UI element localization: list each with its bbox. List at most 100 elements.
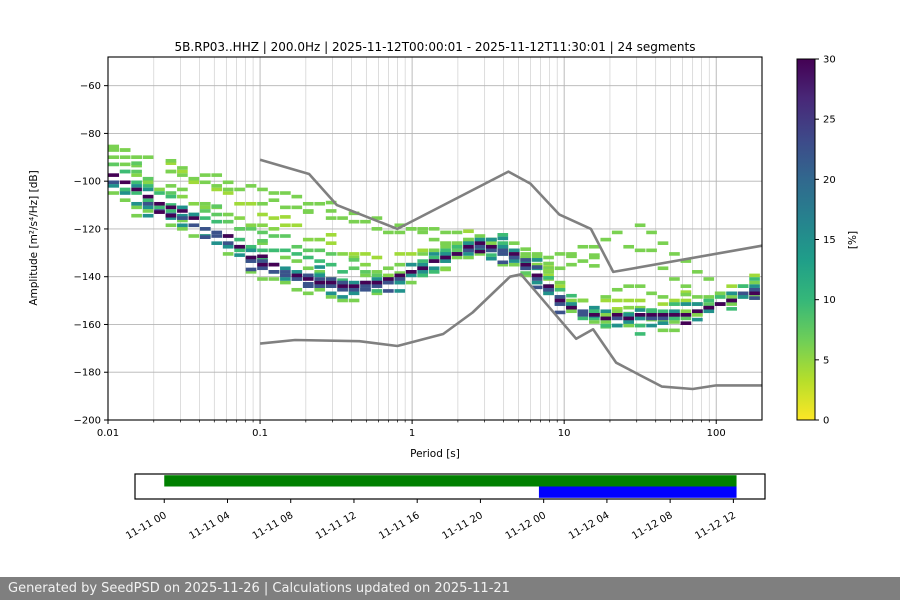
y-tick-label: −60 — [80, 81, 101, 92]
psd-bin-segment — [291, 277, 303, 281]
psd-bin-segment — [749, 284, 760, 288]
psd-bin-segment — [371, 216, 383, 220]
psd-bin-segment — [623, 320, 634, 324]
psd-bin-segment — [257, 241, 268, 245]
psd-bin-segment — [108, 173, 120, 177]
psd-bin-segment — [302, 255, 314, 260]
psd-bin-segment — [600, 313, 612, 317]
psd-bin-segment — [749, 273, 760, 278]
psd-bin-segment — [623, 244, 634, 249]
psd-bin-segment — [177, 209, 188, 213]
psd-bin-segment — [360, 262, 371, 267]
psd-bin-segment — [566, 262, 577, 267]
psd-bin-segment — [119, 155, 131, 160]
psd-bin-segment — [394, 262, 406, 267]
psd-bin-segment — [520, 247, 532, 251]
y-tick-label: −160 — [74, 320, 101, 331]
psd-bin-segment — [131, 205, 142, 210]
psd-bin-segment — [234, 201, 245, 206]
psd-bin-segment — [657, 302, 669, 306]
colorbar-tick-label: 10 — [823, 295, 836, 306]
psd-bin-segment — [291, 223, 303, 228]
psd-bin-segment — [108, 147, 120, 151]
psd-bin-segment — [474, 237, 486, 242]
psd-bin-segment — [440, 244, 451, 249]
psd-bin-segment — [337, 280, 348, 285]
psd-bin-segment — [257, 266, 268, 271]
plot-frame — [107, 56, 763, 421]
psd-bin-segment — [154, 205, 165, 210]
psd-bin-segment — [371, 291, 383, 296]
psd-bin-segment — [611, 230, 623, 235]
psd-bin-segment — [749, 296, 760, 300]
psd-bin-segment — [554, 302, 566, 306]
psd-bin-segment — [280, 234, 291, 238]
psd-bin-segment — [623, 316, 634, 321]
psd-bin-segment — [177, 216, 188, 220]
psd-bin-segment — [623, 323, 634, 328]
psd-bin-segment — [245, 227, 257, 231]
psd-bin-segment — [142, 184, 154, 188]
psd-bin-segment — [245, 223, 257, 228]
psd-bin-segment — [589, 320, 600, 324]
psd-bin-segment — [680, 292, 692, 297]
colorbar-tick-label: 20 — [823, 175, 836, 186]
psd-bin-segment — [348, 298, 360, 303]
psd-bin-segment — [108, 191, 120, 195]
psd-bin-segment — [199, 201, 211, 206]
psd-bin-segment — [566, 252, 577, 256]
psd-bin-segment — [371, 273, 383, 278]
psd-bin-segment — [199, 216, 211, 220]
psd-bin-segment — [154, 201, 165, 206]
psd-bin-segment — [531, 254, 543, 259]
psd-bin-segment — [222, 244, 234, 249]
psd-bin-segment — [131, 191, 142, 195]
psd-bin-segment — [428, 255, 440, 260]
psd-bin-segment — [611, 307, 623, 311]
psd-bin-segment — [245, 201, 257, 206]
psd-bin-segment — [383, 280, 394, 285]
colorbar-tick-label: 5 — [823, 355, 829, 366]
psd-bin-segment — [257, 238, 268, 243]
psd-bin-segment — [360, 252, 371, 256]
psd-bin-segment — [234, 227, 245, 231]
psd-bin-segment — [692, 313, 703, 317]
psd-bin-segment — [325, 284, 337, 288]
psd-bin-segment — [268, 198, 280, 202]
timeline-tick-label: 11-12 04 — [567, 510, 611, 542]
psd-bin-segment — [497, 241, 509, 245]
psd-bin-segment — [508, 255, 520, 260]
psd-bin-segment — [280, 191, 291, 195]
psd-bin-segment — [325, 233, 337, 237]
psd-bin-segment — [611, 323, 623, 328]
psd-bin-segment — [600, 316, 612, 321]
psd-bin-segment — [154, 210, 165, 214]
psd-bin-segment — [451, 241, 463, 245]
psd-bin-segment — [348, 284, 360, 288]
psd-bin-segment — [199, 209, 211, 213]
psd-bin-segment — [531, 273, 543, 278]
psd-bin-segment — [600, 309, 612, 314]
psd-bin-segment — [680, 259, 692, 263]
psd-bin-segment — [463, 244, 474, 249]
selected-window-bar — [538, 486, 737, 498]
psd-bin-segment — [726, 284, 737, 288]
psd-bin-segment — [222, 187, 234, 192]
psd-bin-segment — [245, 184, 257, 188]
psd-bin-segment — [611, 287, 623, 292]
psd-bin-segment — [714, 291, 726, 296]
x-tick-label: 0.1 — [252, 428, 268, 439]
psd-bin-segment — [177, 187, 188, 192]
psd-bin-segment — [440, 252, 451, 256]
psd-bin-segment — [325, 262, 337, 267]
psd-bin-segment — [348, 219, 360, 224]
psd-bin-segment — [257, 201, 268, 206]
psd-bin-segment — [463, 248, 474, 253]
y-tick-label: −180 — [74, 368, 101, 379]
psd-bin-segment — [234, 216, 245, 220]
colorbar-layer: 0 5 10 15 20 25 30 — [796, 55, 836, 427]
psd-bin-segment — [222, 212, 234, 217]
psd-bin-segment — [131, 173, 142, 177]
psd-bin-segment — [337, 298, 348, 303]
psd-bin-segment — [211, 219, 223, 224]
